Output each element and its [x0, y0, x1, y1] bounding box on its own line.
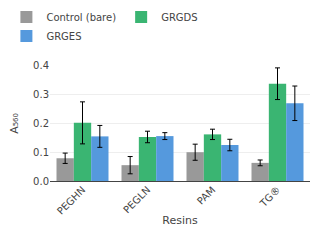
svg-text:0.2: 0.2	[33, 118, 49, 129]
svg-text:GRGES: GRGES	[46, 31, 81, 42]
svg-text:PAM: PAM	[195, 184, 218, 207]
svg-text:PEGHN: PEGHN	[55, 184, 88, 217]
svg-text:0.4: 0.4	[33, 60, 49, 71]
svg-text:TG®: TG®	[257, 184, 282, 209]
svg-text:Resins: Resins	[162, 214, 198, 227]
svg-text:0.3: 0.3	[33, 89, 49, 100]
svg-text:Control (bare): Control (bare)	[46, 12, 116, 23]
svg-text:A₅₆₀: A₅₆₀	[8, 112, 21, 133]
svg-text:PEGLN: PEGLN	[121, 184, 152, 215]
svg-text:0.0: 0.0	[33, 176, 49, 187]
svg-text:GRGDS: GRGDS	[161, 12, 198, 23]
svg-text:0.1: 0.1	[33, 147, 49, 158]
